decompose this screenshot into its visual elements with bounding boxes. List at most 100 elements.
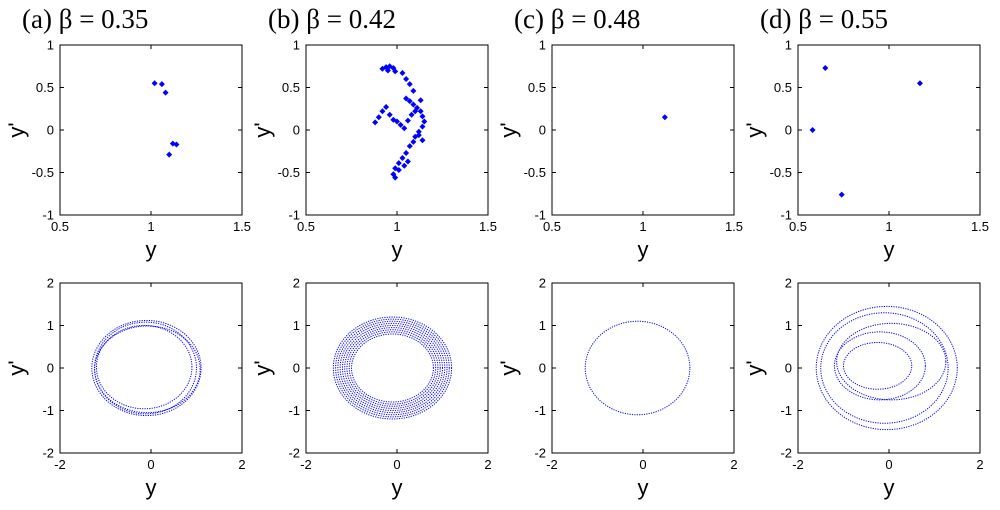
x-tick-label: 0.5 — [51, 219, 69, 234]
y-tick-label: 0.5 — [528, 80, 546, 95]
y-tick-label: 1 — [293, 38, 300, 53]
y-tick-label: 0 — [539, 361, 546, 376]
x-tick-label: 1 — [393, 219, 400, 234]
y-axis-label: y' — [496, 360, 521, 375]
x-tick-label: -2 — [546, 457, 558, 472]
data-point — [379, 108, 386, 115]
subplot-title: (a) β = 0.35 — [22, 4, 148, 34]
subplot-7: -2 0 2 -2 -1 0 1 2 y y' — [496, 276, 738, 501]
y-tick-label: 0 — [293, 123, 300, 138]
x-tick-label: 1.5 — [479, 219, 497, 234]
x-axis-label: y — [146, 237, 157, 262]
x-tick-label: 1 — [885, 219, 892, 234]
data-point — [392, 174, 399, 181]
subplot-title: (d) β = 0.55 — [760, 4, 888, 34]
trajectory-loop — [350, 333, 434, 403]
trajectory-loop — [91, 319, 202, 417]
x-tick-label: 2 — [730, 457, 737, 472]
subplot-6: -2 0 2 -2 -1 0 1 2 y y' — [250, 276, 492, 501]
data-point — [401, 162, 408, 169]
y-tick-label: 2 — [539, 276, 546, 291]
data-point — [822, 64, 829, 71]
subplot-title: (b) β = 0.42 — [268, 4, 396, 34]
x-tick-label: 2 — [484, 457, 491, 472]
data-point — [383, 104, 390, 111]
x-tick-label: 1.5 — [233, 219, 251, 234]
trajectory-loop — [332, 316, 453, 420]
data-point — [403, 95, 410, 102]
data-point — [158, 81, 165, 88]
y-tick-label: 0.5 — [282, 80, 300, 95]
data-point — [417, 97, 424, 104]
y-tick-label: 0 — [293, 361, 300, 376]
y-tick-label: -1 — [288, 403, 300, 418]
data-point — [410, 87, 417, 94]
data-point — [166, 151, 173, 158]
y-axis-label: y' — [250, 360, 275, 375]
trajectory-loop — [94, 321, 197, 415]
data-point — [421, 118, 428, 125]
y-tick-label: 1 — [47, 318, 54, 333]
trajectory-loop — [94, 325, 201, 414]
y-tick-label: -1 — [780, 208, 792, 223]
y-tick-label: 0 — [47, 361, 54, 376]
data-point — [404, 158, 411, 165]
data-point — [408, 111, 415, 118]
y-tick-label: 1 — [539, 38, 546, 53]
data-point — [661, 114, 668, 121]
data-point — [395, 160, 402, 167]
subplot-1: (a) β = 0.35 0.5 1 1.5 -1 -0.5 0 0.5 1 y y' — [4, 4, 251, 262]
trajectory-loop — [584, 320, 691, 416]
data-point — [395, 166, 402, 173]
data-point — [401, 125, 408, 132]
subplot-3: (c) β = 0.48 0.5 1 1.5 -1 -0.5 0 0.5 1 y y' — [496, 4, 743, 262]
y-tick-label: -2 — [288, 446, 300, 461]
x-tick-label: 0.5 — [297, 219, 315, 234]
x-tick-label: 2 — [976, 457, 983, 472]
data-point — [415, 128, 422, 135]
data-point — [406, 98, 413, 105]
y-tick-label: -0.5 — [524, 165, 546, 180]
y-tick-label: 2 — [47, 276, 54, 291]
x-tick-label: 1 — [147, 219, 154, 234]
data-point — [838, 191, 845, 198]
y-tick-label: -1 — [780, 403, 792, 418]
trajectory-loop — [346, 329, 439, 407]
y-axis-label: y' — [742, 360, 767, 375]
trajectory-loop — [815, 305, 958, 431]
x-axis-label: y — [638, 475, 649, 500]
data-point — [403, 76, 410, 82]
plot-frame — [551, 282, 735, 454]
data-point — [417, 108, 424, 115]
y-tick-label: 1 — [785, 318, 792, 333]
subplot-title: (c) β = 0.48 — [514, 4, 640, 34]
data-point — [419, 113, 426, 120]
x-axis-label: y — [146, 475, 157, 500]
x-axis-label: y — [884, 475, 895, 500]
y-axis-label: y' — [742, 122, 767, 137]
data-point — [392, 68, 399, 75]
data-point — [419, 123, 426, 130]
data-point — [410, 101, 417, 108]
data-point — [151, 80, 158, 87]
y-axis-label: y' — [496, 122, 521, 137]
y-tick-label: 0 — [785, 123, 792, 138]
y-axis-label: y' — [4, 122, 29, 137]
y-axis-label: y' — [250, 122, 275, 137]
trajectory-loop — [335, 318, 450, 418]
x-tick-label: 0 — [885, 457, 892, 472]
trajectory-loop — [820, 312, 949, 424]
data-point — [412, 108, 419, 115]
y-tick-label: 2 — [293, 276, 300, 291]
x-tick-label: 0.5 — [789, 219, 807, 234]
data-point — [916, 80, 923, 87]
y-tick-label: -1 — [42, 208, 54, 223]
y-tick-label: 0 — [47, 123, 54, 138]
subplot-8: -2 0 2 -2 -1 0 1 2 y y' — [742, 276, 984, 501]
data-point — [384, 67, 391, 74]
data-point — [399, 70, 406, 77]
trajectory-loop — [833, 331, 926, 401]
x-tick-label: -2 — [792, 457, 804, 472]
data-point — [386, 111, 393, 118]
